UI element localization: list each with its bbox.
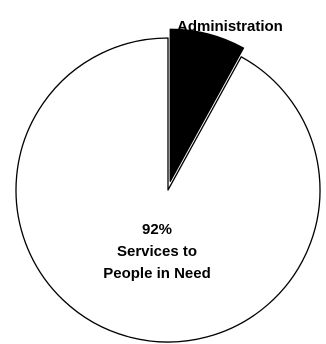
services-label-line-2: People in Need [103,265,211,282]
pie-slice-services-to-people-in-need [15,37,321,343]
pie-slice-administration [169,28,245,182]
admin-percent-label: 8% [137,18,160,35]
services-label-line-1: Services to [117,243,197,260]
services-percent-label: 92% [142,221,172,238]
slices-group [15,28,321,343]
admin-name-label: Administration [177,18,283,35]
